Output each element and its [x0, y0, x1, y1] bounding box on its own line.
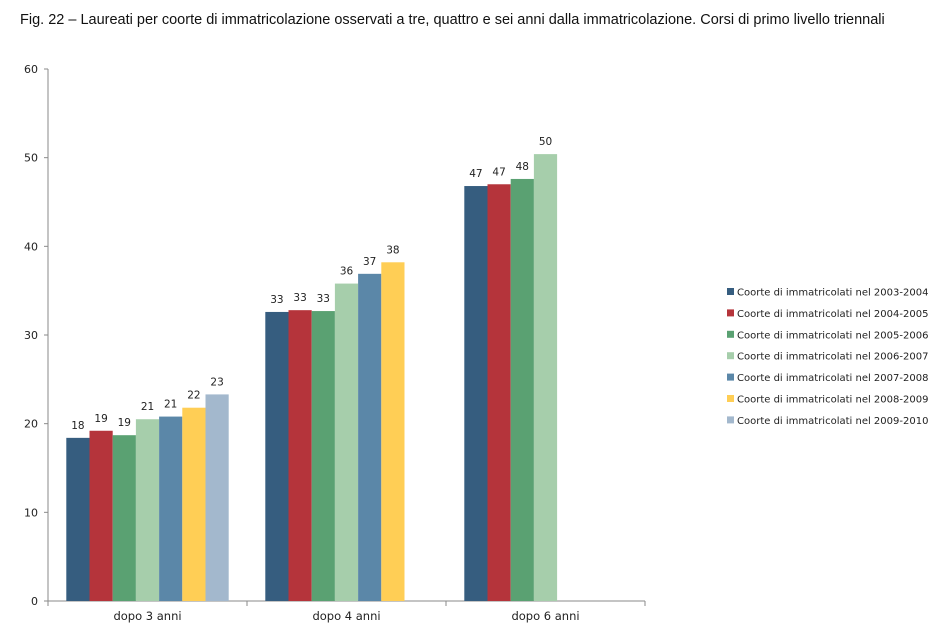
y-tick-label: 10 [24, 506, 38, 519]
y-tick-label: 50 [24, 152, 38, 165]
bar [464, 186, 488, 602]
data-label: 33 [293, 292, 306, 304]
data-label: 19 [94, 413, 107, 425]
legend-label: Coorte di immatricolati nel 2008-2009 [737, 395, 928, 406]
data-label: 38 [386, 244, 399, 256]
legend-label: Coorte di immatricolati nel 2009-2010 [737, 416, 928, 427]
bar [66, 437, 90, 601]
y-tick-label: 20 [24, 418, 38, 431]
legend-label: Coorte di immatricolati nel 2005-2006 [737, 330, 928, 341]
bar [487, 184, 511, 601]
bar [381, 262, 405, 601]
data-label: 37 [363, 256, 376, 268]
x-axis: dopo 3 anni dopo 4 anni dopo 6 anni [47, 600, 646, 623]
data-label: 18 [71, 420, 84, 432]
bar [89, 430, 113, 601]
x-category-label: dopo 4 anni [312, 609, 380, 623]
data-label: 47 [492, 166, 505, 178]
legend-swatch [727, 373, 734, 381]
legend-swatch [727, 352, 734, 360]
data-label: 22 [187, 390, 200, 402]
bar [135, 419, 160, 601]
legend-swatch [727, 288, 734, 295]
data-label: 19 [118, 417, 131, 429]
x-category-label: dopo 3 anni [113, 609, 181, 623]
data-labels: 18 33 47 19 33 47 19 33 48 21 36 50 21 37 22 38 23 [71, 136, 552, 432]
legend-label: Coorte di immatricolati nel 2004-2005 [737, 309, 928, 320]
data-label: 36 [340, 266, 354, 278]
legend-swatch [727, 330, 734, 338]
bar [334, 283, 359, 601]
data-label: 23 [210, 376, 223, 388]
y-tick-label: 40 [24, 240, 38, 253]
legend-label: Coorte di immatricolati nel 2007-2008 [737, 373, 928, 384]
legend-label: Coorte di immatricolati nel 2003-2004 [737, 288, 928, 299]
bar [358, 273, 382, 601]
y-tick-label: 60 [24, 63, 38, 76]
bar [533, 154, 558, 601]
bars [66, 154, 558, 602]
data-label: 33 [270, 294, 283, 306]
bar [159, 416, 183, 601]
data-label: 50 [539, 136, 552, 148]
chart-title: Fig. 22 – Laureati per coorte di immatri… [20, 12, 885, 28]
data-label: 21 [164, 399, 177, 411]
legend-label: Coorte di immatricolati nel 2006-2007 [737, 352, 928, 363]
bar [112, 435, 136, 601]
x-category-label: dopo 6 anni [511, 609, 579, 623]
legend-swatch [727, 416, 734, 424]
bar [265, 311, 289, 601]
bar [182, 407, 206, 601]
legend: Coorte di immatricolati nel 2003-2004 Coo… [727, 288, 928, 427]
data-label: 48 [516, 161, 529, 173]
data-label: 47 [469, 168, 482, 180]
bar [288, 310, 312, 601]
bar [311, 311, 335, 601]
data-label: 33 [317, 293, 330, 305]
y-tick-label: 0 [31, 595, 38, 608]
bar [205, 394, 229, 601]
y-tick-label: 30 [24, 329, 38, 342]
legend-swatch [727, 395, 734, 402]
bar [510, 178, 534, 602]
legend-swatch [727, 309, 734, 317]
data-label: 21 [141, 401, 154, 413]
y-axis: 0 10 20 30 40 50 60 [24, 63, 49, 608]
